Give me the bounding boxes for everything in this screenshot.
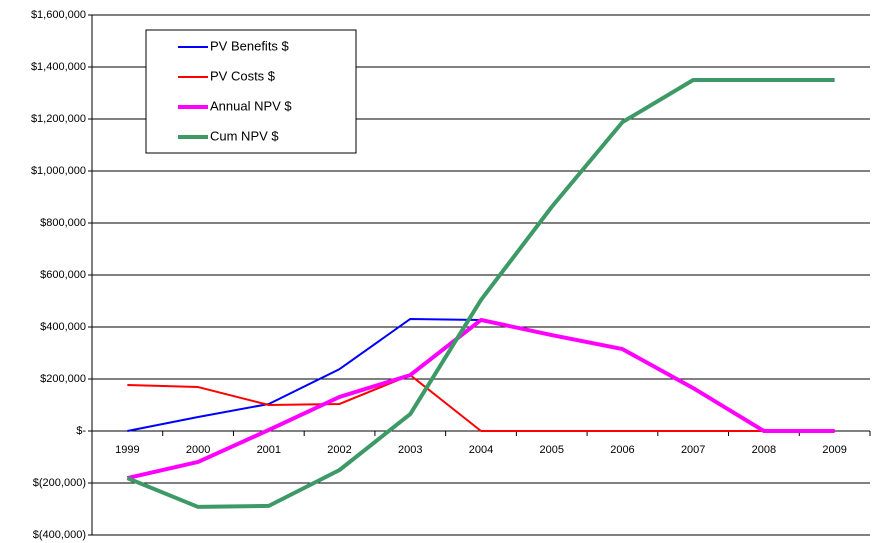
y-tick-label: $1,200,000	[31, 113, 86, 125]
x-tick-label: 2000	[186, 444, 210, 456]
x-tick-label: 2003	[398, 444, 422, 456]
x-tick-label: 2006	[610, 444, 634, 456]
y-tick-label: $(200,000)	[33, 477, 86, 489]
x-tick-label: 1999	[115, 444, 139, 456]
series-line	[127, 374, 835, 432]
y-tick-label: $1,400,000	[31, 61, 86, 73]
y-tick-label: $200,000	[40, 373, 86, 385]
legend-label: Cum NPV $	[210, 128, 279, 143]
x-tick-label: 2002	[327, 444, 351, 456]
legend-box	[145, 29, 357, 154]
legend-label: Annual NPV $	[210, 98, 292, 113]
x-tick-label: 2001	[257, 444, 281, 456]
y-tick-label: $400,000	[40, 321, 86, 333]
x-tick-label: 2007	[681, 444, 705, 456]
y-tick-label: $(400,000)	[33, 529, 86, 541]
x-tick-label: 2009	[822, 444, 846, 456]
x-tick-label: 2005	[539, 444, 563, 456]
series-line	[127, 317, 835, 432]
y-tick-label: $600,000	[40, 269, 86, 281]
series-line	[126, 78, 835, 509]
x-tick-label: 2008	[752, 444, 776, 456]
y-tick-label: $1,600,000	[31, 9, 86, 21]
series-line	[126, 317, 835, 481]
y-tick-label: $1,000,000	[31, 165, 86, 177]
legend-label: PV Costs $	[210, 68, 276, 83]
y-tick-label: $800,000	[40, 217, 86, 229]
x-tick-label: 2004	[469, 444, 493, 456]
legend-label: PV Benefits $	[210, 38, 290, 53]
y-tick-label: $-	[76, 425, 86, 437]
